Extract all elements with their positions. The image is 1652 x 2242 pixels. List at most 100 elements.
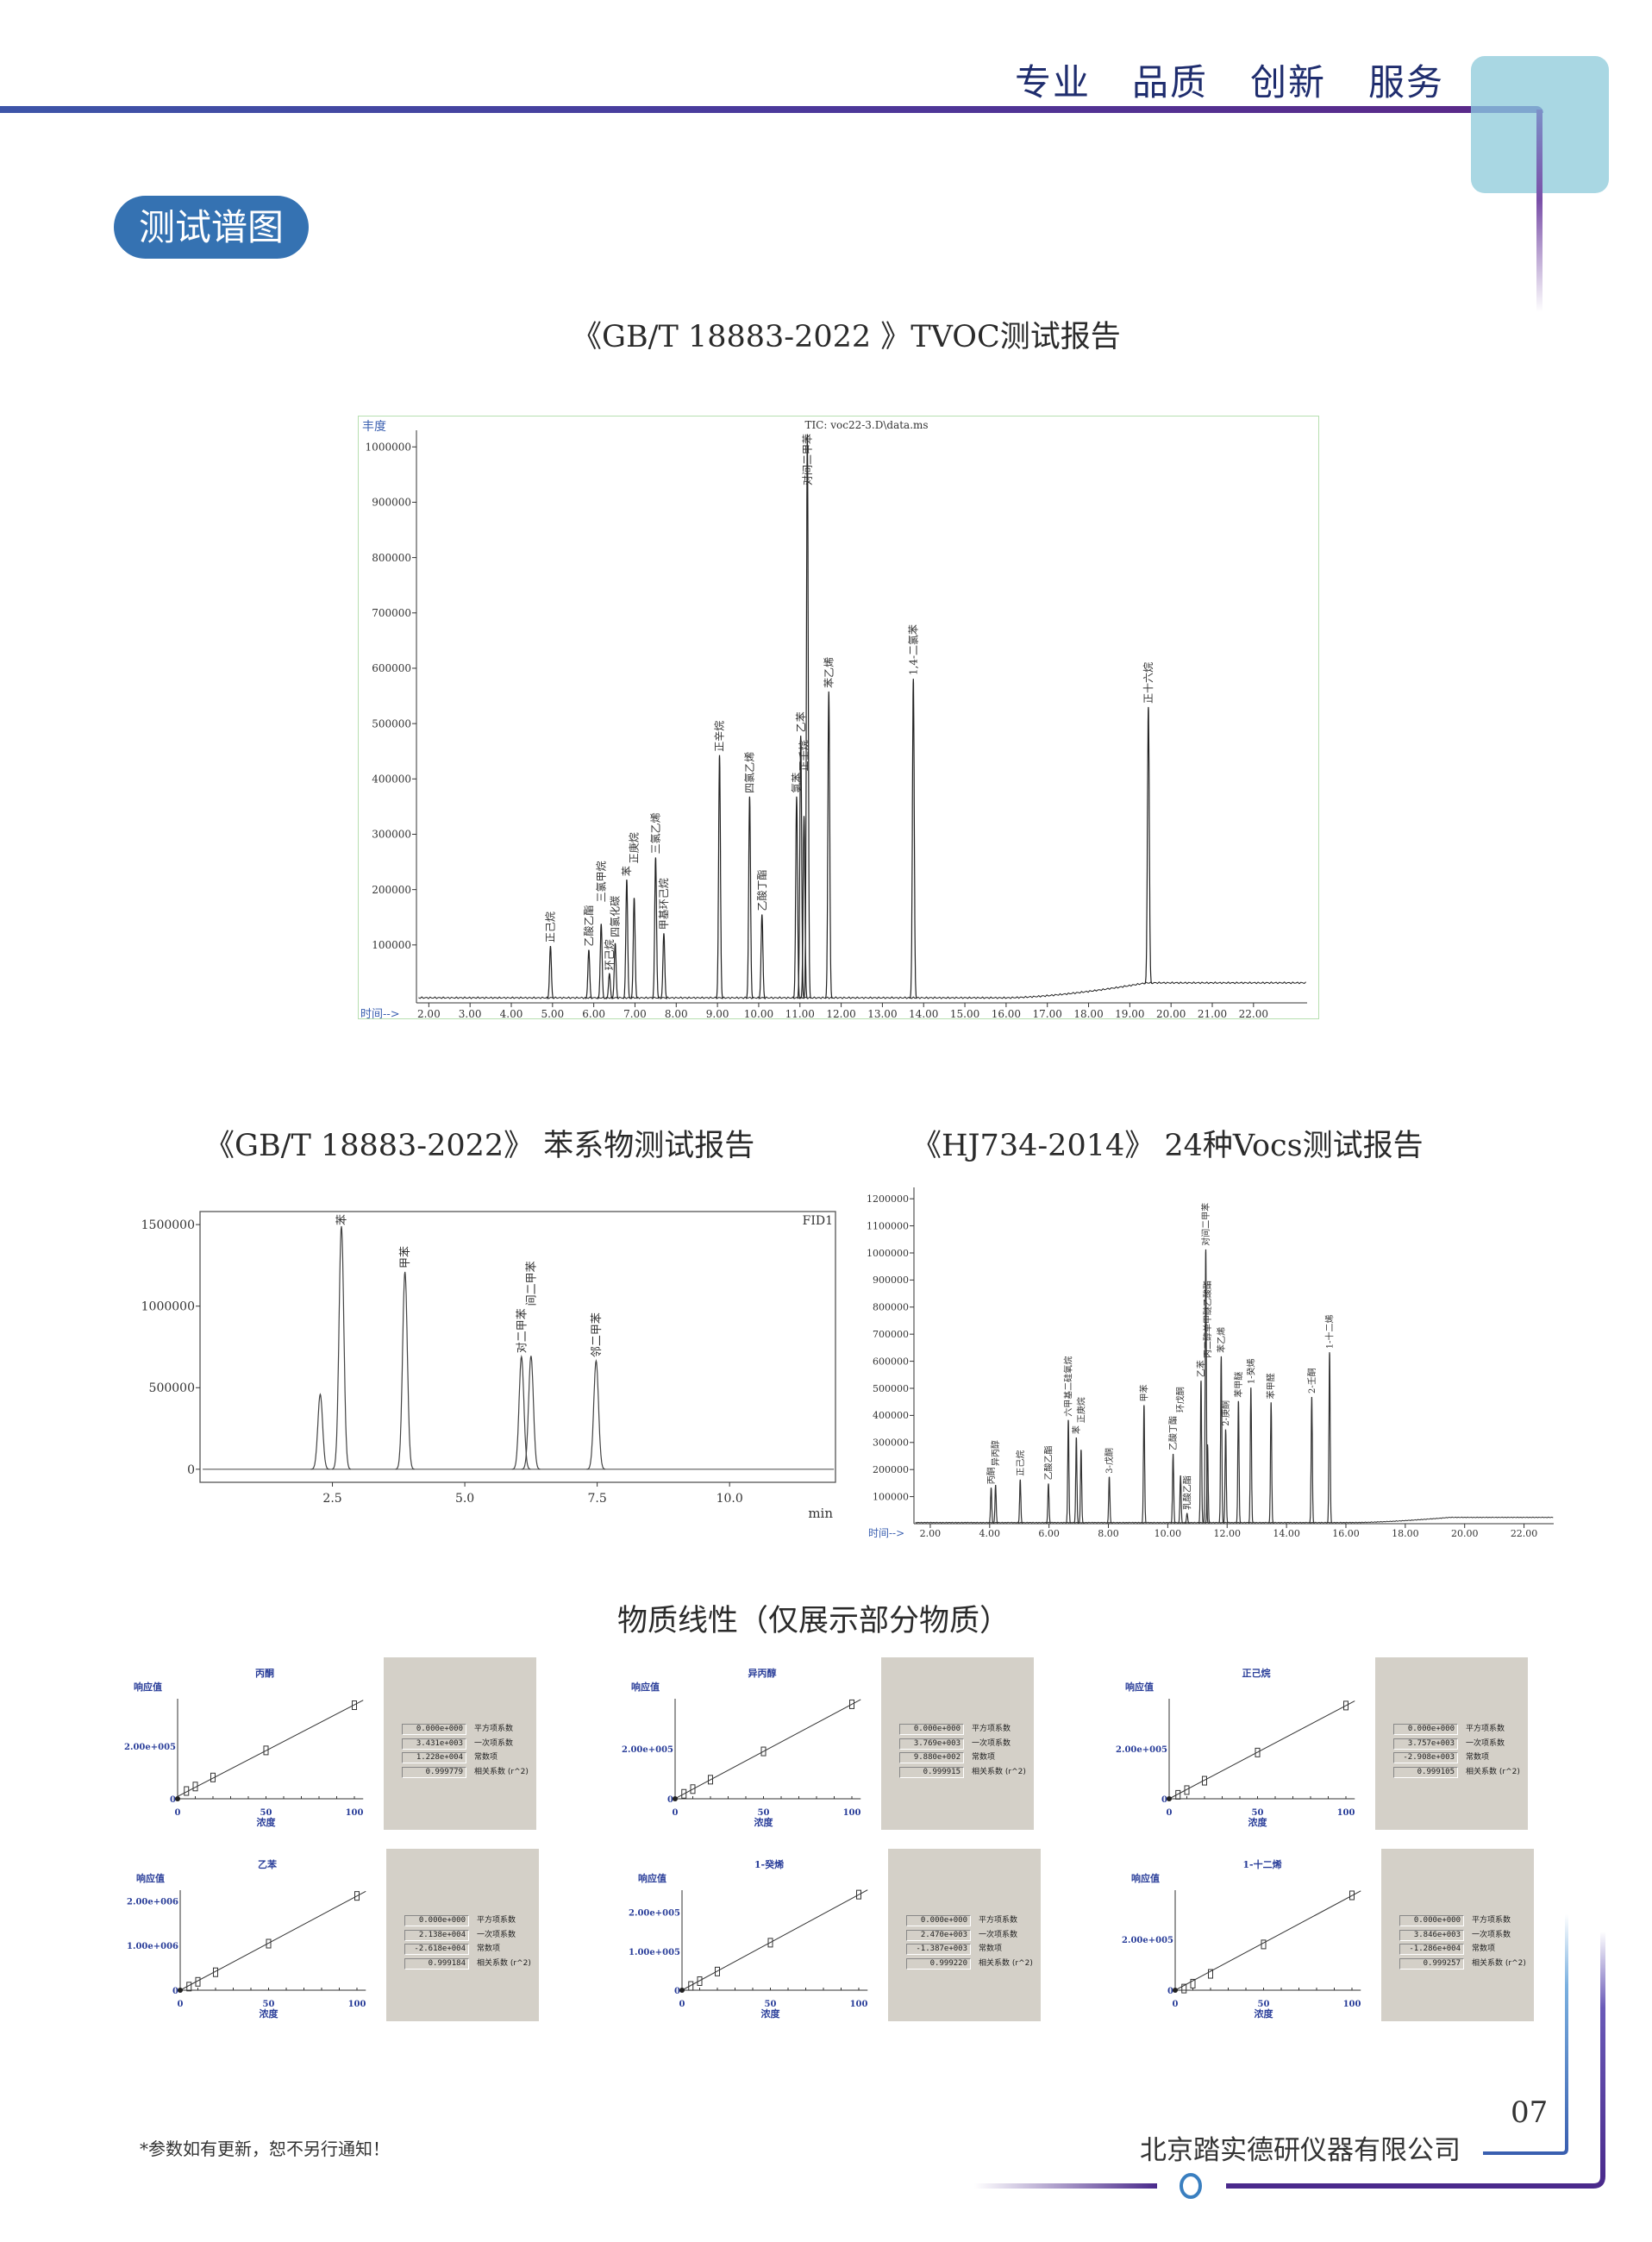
- peak-label: 苯乙烯: [823, 657, 835, 688]
- x-tick-label: 100: [346, 1808, 364, 1818]
- peak: [1141, 1405, 1147, 1524]
- coefficient-label: 常数项: [979, 1945, 1003, 1953]
- data-point: [1181, 1983, 1187, 1994]
- peak: [660, 933, 668, 999]
- x-axis-label: 浓度: [761, 2007, 781, 2020]
- x-tick-label: 10.0: [716, 1492, 743, 1506]
- x-tick-label: 100: [1343, 2000, 1361, 2009]
- coefficient-value: 2.138e+004: [404, 1929, 469, 1941]
- coefficient-value: 3.769e+003: [899, 1738, 964, 1750]
- coefficient-label: 常数项: [1472, 1945, 1496, 1953]
- x-axis-label: 浓度: [1255, 2007, 1274, 2020]
- y-tick-label: 0: [1161, 1795, 1167, 1805]
- fit-line: [674, 1699, 861, 1800]
- peak: [1223, 1429, 1229, 1524]
- peak-label: 邻二甲苯: [591, 1312, 604, 1357]
- x-tick-label: 9.00: [706, 1008, 729, 1020]
- linearity-panel: 丙酮 响应值 浓度 0 50 100 0 2.00e+005 0.000e+000 平方项系数 3.…: [118, 1657, 536, 1830]
- x-tick-label: 100: [850, 2000, 868, 2009]
- y-tick-label: 100000: [873, 1491, 909, 1502]
- compound-name: 正己烷: [1242, 1667, 1271, 1679]
- peak-label: 异丙醇: [990, 1440, 1001, 1466]
- peak-label: 苯甲醚: [1233, 1372, 1244, 1398]
- peak: [598, 924, 605, 999]
- x-tick-label: 2.00: [417, 1008, 441, 1020]
- peak-label: 1,4-二氯苯: [908, 624, 920, 675]
- coefficient-label: 平方项系数: [972, 1725, 1011, 1733]
- peak: [1326, 1352, 1333, 1524]
- slogan-service: 服务: [1368, 61, 1445, 103]
- header-line: [0, 106, 1476, 113]
- x-tick-label: 12.00: [826, 1008, 855, 1020]
- benzene-svg: 2.5 5.0 7.5 10.0 0 500000 1000000 1500000 FID1 mi…: [141, 1211, 836, 1521]
- peak-label: 正己烷: [545, 911, 557, 943]
- coefficient-value: 0.000e+000: [402, 1724, 466, 1735]
- data-point: [673, 1796, 678, 1801]
- coefficient-value: 0.999915: [899, 1766, 964, 1778]
- peak-label: 对间二甲苯: [1200, 1203, 1211, 1246]
- y-tick-label: 2.00e+005: [629, 1909, 680, 1919]
- peak: [611, 943, 619, 999]
- x-tick-label: 0: [679, 2000, 685, 2009]
- x-tick-label: 6.00: [1038, 1528, 1060, 1539]
- peak: [797, 736, 805, 999]
- y-axis-label: 响应值: [136, 1872, 165, 1884]
- peak-label: 环戊酮: [1176, 1387, 1186, 1412]
- x-tick-label: 5.0: [455, 1492, 474, 1506]
- baseline-trace: [418, 981, 1306, 999]
- coefficient-value: 0.000e+000: [1399, 1915, 1464, 1926]
- corner-line: [1471, 106, 1543, 113]
- data-point: [1173, 1988, 1178, 1993]
- peak-label: 2-庚酮: [1220, 1400, 1231, 1426]
- data-point: [192, 1782, 198, 1792]
- tvoc-svg: 2.00 3.00 4.00 5.00 6.00 7.00 8.00 9.00 10.00 11.…: [360, 419, 1307, 1021]
- peak-label: 间二甲苯: [525, 1261, 538, 1306]
- peak: [1046, 1483, 1051, 1524]
- y-tick-label: 700000: [372, 607, 411, 619]
- x-tick-label: 8.00: [665, 1008, 688, 1020]
- coefficient-value: 1.228e+004: [402, 1752, 466, 1763]
- x-tick-label: 14.00: [1273, 1528, 1300, 1539]
- peak: [1178, 1475, 1184, 1524]
- x-tick-label: 5.00: [541, 1008, 564, 1020]
- coefficient-value: 0.000e+000: [906, 1915, 971, 1926]
- x-tick-label: 4.00: [979, 1528, 1001, 1539]
- peak: [1144, 706, 1153, 985]
- plot-frame: [199, 1211, 836, 1483]
- x-tick-label: 11.00: [785, 1008, 815, 1020]
- data-point: [1202, 1775, 1207, 1786]
- peak: [585, 949, 592, 999]
- peak: [1236, 1400, 1242, 1524]
- tvoc-report-title: 《GB/T 18883-2022 》TVOC测试报告: [572, 320, 1121, 354]
- data-point: [1255, 1747, 1261, 1757]
- coefficient-label: 一次项系数: [972, 1738, 1011, 1748]
- peak-label: 乙酸丁酯: [755, 869, 768, 911]
- peak: [1073, 1437, 1079, 1524]
- x-tick-label: 0: [175, 1808, 181, 1818]
- peak: [1078, 1450, 1084, 1524]
- peak: [800, 816, 809, 999]
- peak-label: 甲苯: [1138, 1385, 1149, 1402]
- data-point: [708, 1775, 713, 1785]
- peak: [623, 880, 631, 999]
- x-tick-label: 21.00: [1198, 1008, 1227, 1020]
- x-tick-label: 2.5: [322, 1492, 341, 1506]
- y-axis-label: 响应值: [638, 1872, 666, 1884]
- x-tick-label: 6.00: [582, 1008, 605, 1020]
- x-tick-label: 100: [843, 1808, 861, 1818]
- peak: [824, 691, 833, 999]
- data-point: [715, 1966, 720, 1976]
- peak: [1205, 1444, 1211, 1524]
- slogan-quality: 品质: [1132, 61, 1209, 103]
- peak: [1106, 1476, 1112, 1524]
- peak-label: 3-戊酮: [1104, 1448, 1115, 1474]
- linearity-panel: 异丙醇 响应值 浓度 0 50 100 0 2.00e+005 0.000e+000 平方项系数 3…: [616, 1657, 1034, 1830]
- x-tick-label: 50: [260, 1808, 272, 1818]
- peak: [1065, 1419, 1072, 1524]
- peak-label: 苯: [1071, 1425, 1082, 1434]
- coefficient-label: 常数项: [1466, 1753, 1490, 1762]
- peak-label: 甲苯: [399, 1246, 412, 1268]
